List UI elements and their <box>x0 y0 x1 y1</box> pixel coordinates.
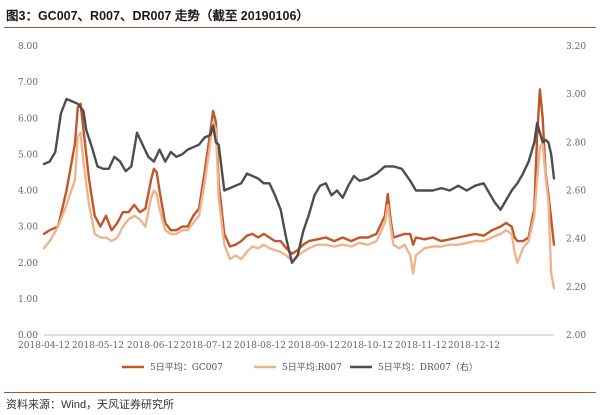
x-tick-label: 2018-04-12 <box>18 341 70 351</box>
x-tick-label: 2018-05-12 <box>72 341 124 351</box>
left-tick-label: 2.00 <box>18 259 38 269</box>
legend-label-2: 5日平均:R007 <box>282 361 342 373</box>
x-tick-label: 2018-08-12 <box>234 341 286 351</box>
right-tick-label: 2.40 <box>566 235 586 245</box>
source-divider <box>4 392 596 393</box>
left-tick-label: 1.00 <box>18 295 38 305</box>
left-tick-label: 3.00 <box>18 223 38 233</box>
left-tick-label: 8.00 <box>18 42 38 52</box>
x-tick-label: 2018-12-12 <box>448 341 500 351</box>
right-axis-ticks: 2.00 2.20 2.40 2.60 2.80 3.00 3.20 <box>566 42 586 341</box>
series-line-3 <box>42 97 556 264</box>
x-axis-ticks: 2018-04-12 2018-05-12 2018-06-12 2018-07-12… <box>18 341 500 351</box>
left-tick-label: 0.00 <box>18 331 38 341</box>
left-tick-label: 5.00 <box>18 150 38 160</box>
right-tick-label: 2.80 <box>566 138 586 148</box>
line-chart: 0.00 1.00 2.00 3.00 4.00 5.00 6.00 7.00 8.00 2.0… <box>18 42 586 373</box>
legend-label-1: 5日平均：GC007 <box>150 361 223 373</box>
right-tick-label: 2.00 <box>566 331 586 341</box>
title-divider <box>4 27 596 28</box>
series-line-2 <box>42 120 556 290</box>
left-tick-label: 7.00 <box>18 78 38 88</box>
x-tick-label: 2018-09-12 <box>288 341 340 351</box>
right-tick-label: 2.60 <box>566 187 586 197</box>
series-line-1 <box>42 88 556 255</box>
series-lines <box>42 88 556 290</box>
legend-label-3: 5日平均：DR007（右） <box>378 361 478 373</box>
left-axis-ticks: 0.00 1.00 2.00 3.00 4.00 5.00 6.00 7.00 8.00 <box>18 42 38 341</box>
x-tick-label: 2018-06-12 <box>127 341 179 351</box>
legend: 5日平均：GC007 5日平均:R007 5日平均：DR007（右） <box>122 361 478 373</box>
right-tick-label: 3.20 <box>566 42 586 52</box>
right-tick-label: 3.00 <box>566 90 586 100</box>
x-tick-label: 2018-10-12 <box>341 341 393 351</box>
right-tick-label: 2.20 <box>566 283 586 293</box>
source-note: 资料来源：Wind，天风证券研究所 <box>6 399 175 411</box>
x-tick-label: 2018-11-12 <box>395 341 447 351</box>
chart-title: 图3：GC007、R007、DR007 走势（截至 20190106） <box>6 9 309 23</box>
left-tick-label: 6.00 <box>18 114 38 124</box>
x-tick-label: 2018-07-12 <box>180 341 232 351</box>
left-tick-label: 4.00 <box>18 187 38 197</box>
